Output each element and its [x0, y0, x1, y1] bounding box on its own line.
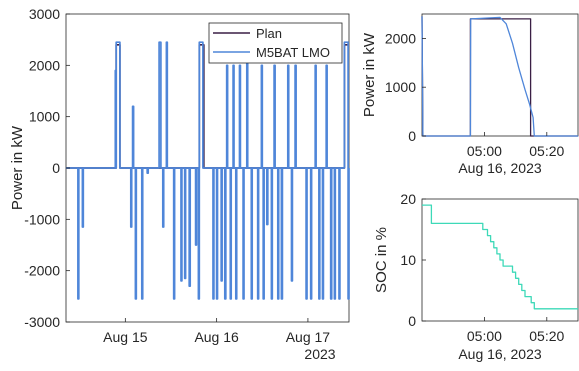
panel-b-axes	[421, 13, 579, 137]
panel-c-ytick-label: 0	[408, 313, 416, 329]
panel-b-xtick-label: 05:20	[529, 143, 564, 159]
panel-a: 3000 2000 1000 0 -1000 -2000 -3000 Aug 15 Aug 16…	[9, 6, 350, 362]
panel-c-series	[422, 204, 578, 310]
panel-b-xlabel: Aug 16, 2023	[458, 160, 542, 176]
panel-a-xtick-label: Aug 16	[194, 329, 239, 345]
panel-b-series-m5bat-lmo	[421, 16, 578, 137]
panel-b-ticks: 2000 1000 0 05:00 05:20	[385, 30, 565, 159]
panel-b-ylabel: Power in kW	[361, 32, 378, 117]
panel-c-series-soc	[422, 204, 578, 310]
panel-a-ticks: 3000 2000 1000 0 -1000 -2000 -3000 Aug 15 Aug 16…	[24, 6, 330, 345]
panel-b-ytick-label: 1000	[385, 79, 416, 95]
panel-b-xtick-label: 05:00	[467, 143, 502, 159]
panel-b: 2000 1000 0 05:00 05:20 Power in kW Aug 16, …	[361, 13, 579, 176]
panel-c-xtick-label: 05:00	[467, 328, 502, 344]
panel-c-xtick-label: 05:20	[529, 328, 564, 344]
panel-a-ytick-label: 3000	[29, 6, 60, 22]
panel-a-xtick-label: Aug 17	[286, 329, 331, 345]
panel-a-ytick-label: -1000	[24, 211, 60, 227]
panel-a-ytick-label: 1000	[29, 109, 60, 125]
legend-label-plan: Plan	[256, 26, 282, 41]
panel-c: 20 10 0 05:00 05:20 SOC in % Aug 16, 2023	[373, 191, 579, 362]
panel-a-ytick-label: -3000	[24, 314, 60, 330]
panel-a-ytick-label: -2000	[24, 263, 60, 279]
panel-a-ytick-label: 0	[52, 160, 60, 176]
legend: Plan M5BAT LMO	[208, 22, 343, 64]
panel-c-ytick-label: 20	[400, 191, 416, 207]
legend-label-m5bat: M5BAT LMO	[256, 45, 330, 60]
panel-a-series-m5bat-lmo	[66, 41, 350, 300]
legend-box	[208, 22, 343, 64]
panel-a-xtick-label: Aug 15	[103, 329, 148, 345]
panel-a-year-label: 2023	[304, 346, 335, 362]
panel-a-ylabel: Power in kW	[9, 125, 26, 210]
panel-c-xlabel: Aug 16, 2023	[458, 346, 542, 362]
panel-c-ylabel: SOC in %	[373, 227, 390, 293]
panel-a-ytick-label: 2000	[29, 57, 60, 73]
panel-a-series	[66, 41, 350, 300]
panel-b-ytick-label: 0	[408, 128, 416, 144]
panel-b-ytick-label: 2000	[385, 30, 416, 46]
panel-c-ytick-label: 10	[400, 252, 416, 268]
panel-c-ticks: 20 10 0 05:00 05:20	[400, 191, 564, 344]
